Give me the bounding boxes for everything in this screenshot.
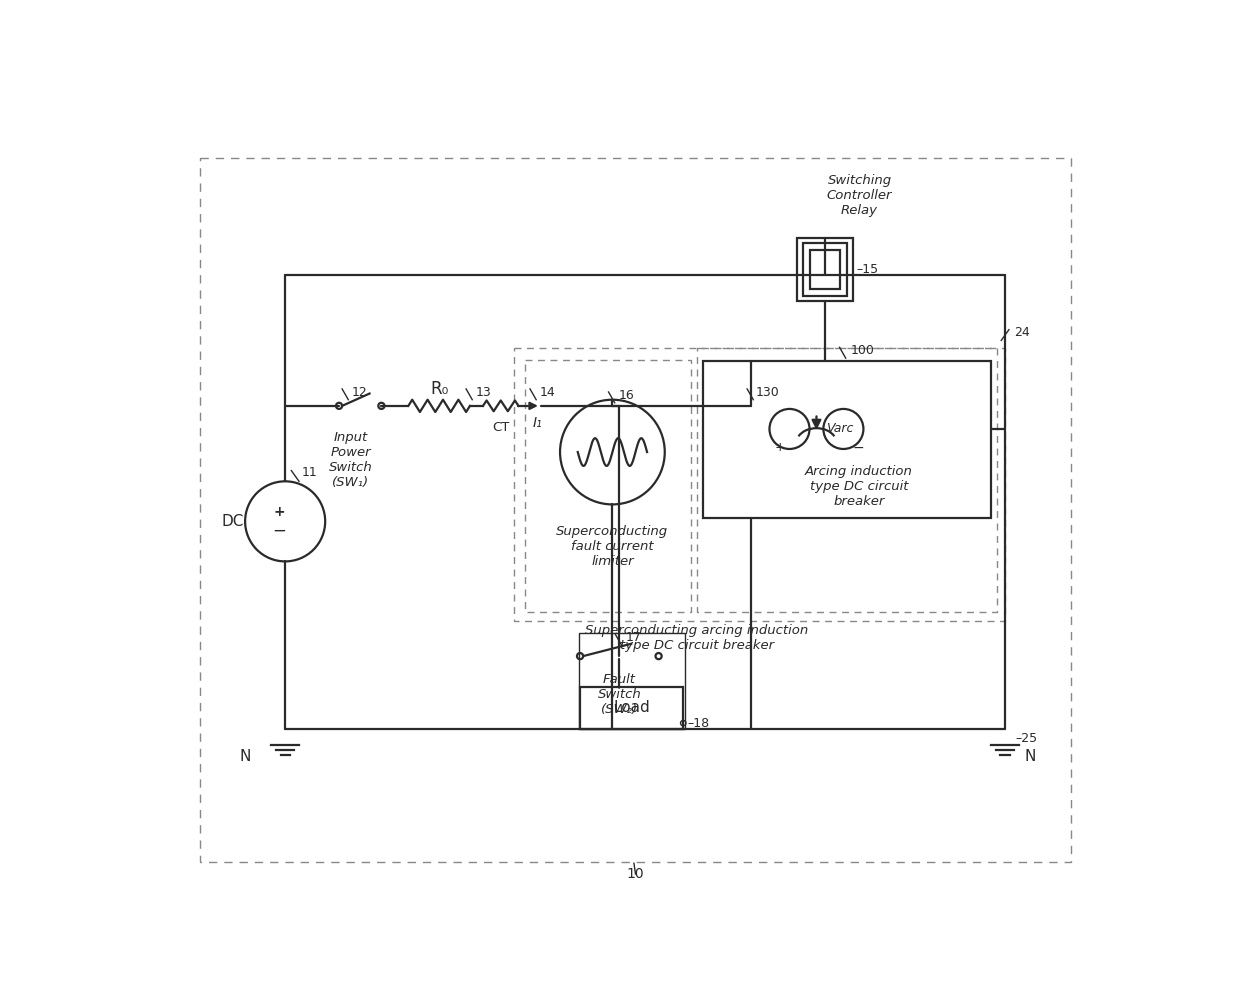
- Text: CT: CT: [492, 421, 510, 433]
- Text: 17: 17: [625, 631, 641, 644]
- Text: 24: 24: [1014, 327, 1030, 340]
- Text: DC: DC: [222, 514, 244, 529]
- Text: R₀: R₀: [430, 380, 449, 398]
- Text: 13: 13: [475, 385, 491, 398]
- Text: Fault
Switch
(SW₂): Fault Switch (SW₂): [598, 673, 641, 716]
- Text: Input
Power
Switch
(SW₁): Input Power Switch (SW₁): [329, 430, 372, 489]
- Text: 16: 16: [619, 388, 635, 401]
- Text: Superconducting
fault current
limiter: Superconducting fault current limiter: [557, 525, 668, 569]
- Text: +: +: [273, 505, 285, 519]
- Text: 100: 100: [851, 344, 874, 357]
- Text: 14: 14: [539, 385, 556, 398]
- Text: −: −: [272, 521, 286, 539]
- Text: N: N: [1024, 749, 1035, 764]
- Text: Arcing induction
type DC circuit
breaker: Arcing induction type DC circuit breaker: [805, 466, 913, 508]
- Text: 130: 130: [755, 385, 780, 398]
- Text: –15: –15: [857, 263, 879, 276]
- Text: N: N: [239, 749, 250, 764]
- Text: –25: –25: [1016, 732, 1038, 745]
- Text: –18: –18: [687, 717, 709, 730]
- Text: I₁: I₁: [533, 416, 543, 429]
- Text: Switching
Controller
Relay: Switching Controller Relay: [827, 174, 893, 217]
- Text: +: +: [774, 440, 785, 454]
- Text: Superconducting arcing induction
type DC circuit breaker: Superconducting arcing induction type DC…: [585, 624, 808, 652]
- Text: Varc: Varc: [826, 422, 853, 435]
- Text: Load: Load: [614, 701, 650, 716]
- Text: 11: 11: [303, 466, 317, 479]
- Text: −: −: [853, 440, 864, 455]
- Text: 12: 12: [351, 385, 367, 398]
- Text: 10: 10: [626, 867, 645, 881]
